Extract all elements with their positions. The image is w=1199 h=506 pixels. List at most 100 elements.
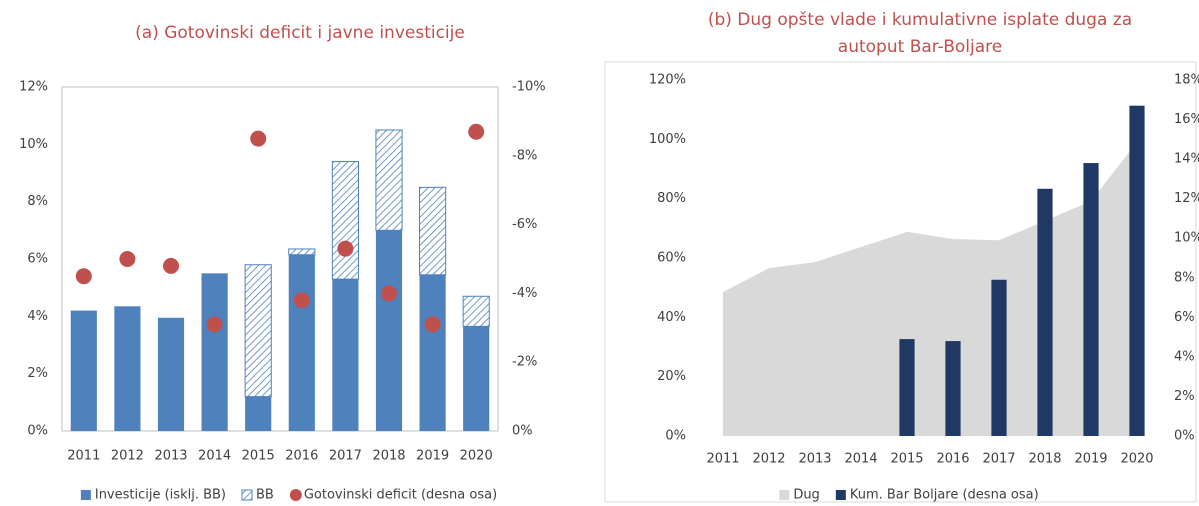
bar — [288, 248, 316, 256]
legend-marker — [241, 489, 253, 501]
x-tick-label: 2017 — [982, 452, 1015, 467]
y2-tick-label: 16% — [1174, 112, 1199, 127]
chart-title: (a) Gotovinski deficit i javne investici… — [135, 23, 465, 43]
x-tick-label: 2011 — [706, 452, 739, 467]
x-tick-label: 2020 — [460, 449, 493, 464]
y2-tick-label: 0% — [512, 424, 533, 439]
bar — [462, 295, 490, 327]
x-tick-label: 2014 — [198, 449, 231, 464]
y-tick-label: 12% — [19, 80, 48, 95]
bar — [419, 274, 446, 431]
y-tick-label: 2% — [27, 366, 48, 381]
x-tick-label: 2012 — [111, 449, 144, 464]
dot — [206, 316, 223, 333]
x-tick-label: 2016 — [285, 449, 318, 464]
x-tick-label: 2016 — [936, 452, 969, 467]
bar — [331, 161, 359, 280]
bar — [1083, 163, 1099, 437]
legend-label: Kum. Bar Boljare (desna osa) — [850, 488, 1039, 503]
y2-tick-label: 10% — [1174, 231, 1199, 246]
bar — [332, 279, 359, 431]
x-tick-label: 2015 — [890, 452, 923, 467]
bar — [945, 341, 961, 436]
x-tick-label: 2012 — [752, 452, 785, 467]
bar — [1129, 105, 1145, 436]
legend-marker — [779, 490, 790, 500]
dot — [293, 292, 310, 309]
legend-marker — [289, 489, 302, 501]
y-tick-label: 20% — [657, 369, 686, 384]
bar — [201, 273, 228, 431]
x-tick-label: 2020 — [1120, 452, 1153, 467]
bar — [375, 129, 403, 231]
plot-border — [61, 86, 499, 432]
legend-label: Dug — [793, 488, 820, 503]
y2-tick-label: 18% — [1174, 73, 1199, 88]
y2-tick-label: 12% — [1174, 191, 1199, 206]
y2-tick-label: -8% — [512, 148, 537, 163]
bar — [991, 279, 1007, 436]
bar — [114, 306, 141, 431]
y2-tick-label: -4% — [512, 286, 537, 301]
y-tick-label: 40% — [657, 310, 686, 325]
dot — [75, 268, 92, 285]
y2-tick-label: 0% — [1174, 429, 1195, 444]
x-tick-label: 2018 — [1028, 452, 1061, 467]
x-tick-label: 2019 — [1074, 452, 1107, 467]
bar — [463, 326, 490, 431]
legend-marker — [835, 490, 846, 500]
y-tick-label: 10% — [19, 137, 48, 152]
bar — [157, 317, 185, 431]
y2-tick-label: -6% — [512, 217, 537, 232]
x-tick-label: 2017 — [329, 449, 362, 464]
bar — [244, 264, 272, 398]
dot — [424, 316, 441, 333]
x-tick-label: 2015 — [242, 449, 275, 464]
y-tick-label: 60% — [657, 251, 686, 266]
y2-tick-label: 4% — [1174, 349, 1195, 364]
dot — [119, 251, 136, 267]
x-tick-label: 2013 — [798, 452, 831, 467]
x-tick-label: 2018 — [372, 449, 405, 464]
x-tick-label: 2019 — [416, 449, 449, 464]
y-tick-label: 0% — [665, 429, 686, 444]
chart-title: autoput Bar-Boljare — [838, 37, 1002, 57]
bar — [899, 339, 915, 436]
bar — [419, 186, 447, 276]
y2-tick-label: -2% — [512, 355, 537, 370]
x-tick-label: 2013 — [154, 449, 187, 464]
legend-label: Investicije (isklj. BB) — [95, 488, 226, 503]
bar — [375, 230, 403, 431]
x-tick-label: 2014 — [844, 452, 877, 467]
bar — [1037, 188, 1053, 436]
bar — [245, 396, 272, 431]
y2-tick-label: 8% — [1174, 270, 1195, 285]
dot — [468, 123, 485, 140]
y2-tick-label: 2% — [1174, 389, 1195, 404]
y2-tick-label: -10% — [512, 80, 546, 95]
y-tick-label: 100% — [649, 132, 686, 147]
y-tick-label: 8% — [27, 194, 48, 209]
y-tick-label: 4% — [27, 309, 48, 324]
legend-label: BB — [256, 488, 274, 503]
bar — [288, 254, 315, 431]
x-tick-label: 2011 — [67, 449, 100, 464]
legend-marker — [80, 490, 91, 500]
y2-tick-label: 6% — [1174, 310, 1195, 325]
y-tick-label: 120% — [649, 73, 686, 88]
bar — [70, 310, 97, 431]
chart-title: (b) Dug opšte vlade i kumulativne isplat… — [708, 10, 1132, 30]
dot — [381, 285, 397, 302]
y-tick-label: 80% — [657, 191, 686, 206]
y-tick-label: 0% — [27, 424, 48, 439]
dot — [163, 257, 179, 274]
dot — [337, 240, 354, 257]
y2-tick-label: 14% — [1174, 152, 1199, 167]
chart-border — [604, 61, 1197, 503]
dot — [250, 130, 267, 147]
y-tick-label: 6% — [27, 252, 48, 267]
area — [723, 142, 1137, 437]
legend-label: Gotovinski deficit (desna osa) — [304, 488, 497, 503]
